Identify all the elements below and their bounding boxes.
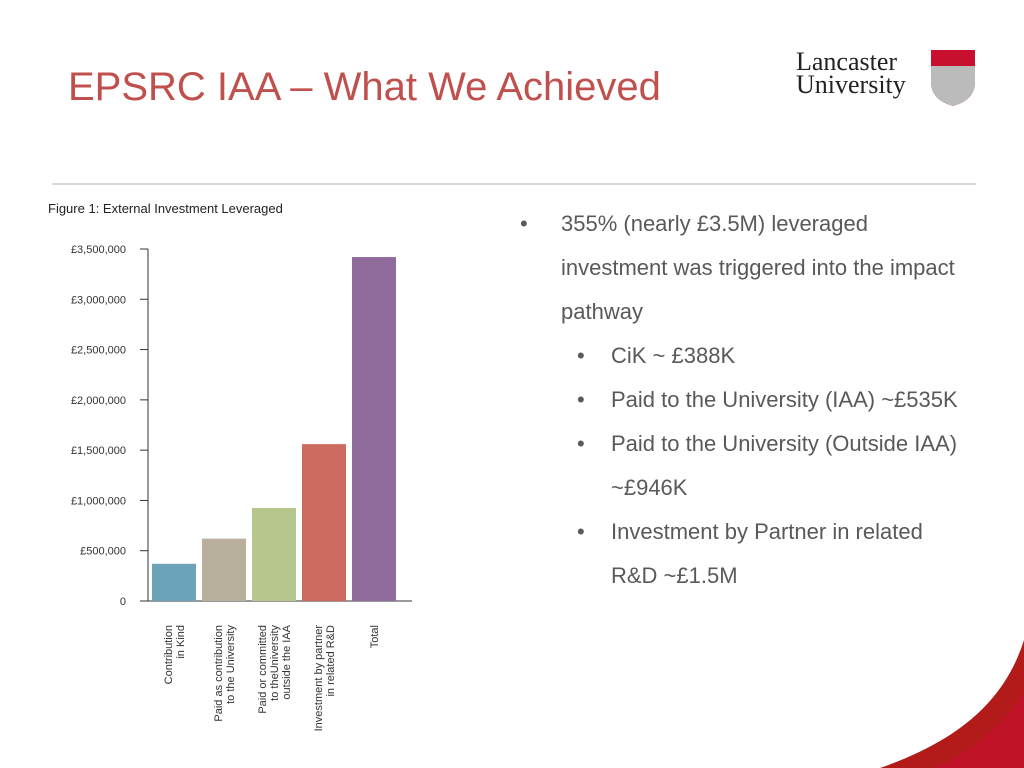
sub-bullet: Paid to the University (Outside IAA) ~£9… [577,422,971,510]
x-tick-label: Total [369,625,381,648]
x-tick-label: in Kind [175,625,187,659]
bar [352,257,396,601]
y-tick-label: £3,000,000 [71,294,126,306]
bar [202,538,246,601]
sub-bullet: CiK ~ £388K [577,334,971,378]
x-tick-label: in related R&D [325,625,337,697]
x-tick-label: Paid as contribution [213,625,225,722]
decor-swoosh [935,690,1024,768]
sub-bullet: Paid to the University (IAA) ~£535K [577,378,971,422]
bullet: 355% (nearly £3.5M) leveraged investment… [520,202,971,334]
logo-text: Lancaster [796,47,897,76]
sub-bullet: Investment by Partner in related R&D ~£1… [577,510,971,598]
y-tick-label: £2,000,000 [71,395,126,407]
slide-title: EPSRC IAA – What We Achieved [68,65,661,109]
bar [152,563,196,601]
sub-list: CiK ~ £388KPaid to the University (IAA) … [520,334,980,598]
x-tick-label: Contribution [163,625,175,684]
y-tick-label: £3,500,000 [71,244,126,256]
x-tick-label: Paid or committed [257,625,269,714]
bar [302,444,346,601]
x-tick-label: Investment by partner [313,625,325,732]
bar [252,507,296,601]
y-tick-label: £500,000 [80,546,126,558]
y-tick-label: £1,000,000 [71,495,126,507]
x-tick-label: to theUniversity [269,625,281,701]
y-tick-label: 0 [120,596,126,608]
x-tick-label: to the University [225,625,237,704]
logo-text: University [796,70,906,99]
bullets: 355% (nearly £3.5M) leveraged investment… [520,202,980,598]
y-tick-label: £2,500,000 [71,345,126,357]
chart-title: Figure 1: External Investment Leveraged [48,201,283,216]
y-tick-label: £1,500,000 [71,445,126,457]
logo-shield [931,66,975,106]
x-tick-label: outside the IAA [281,624,293,699]
